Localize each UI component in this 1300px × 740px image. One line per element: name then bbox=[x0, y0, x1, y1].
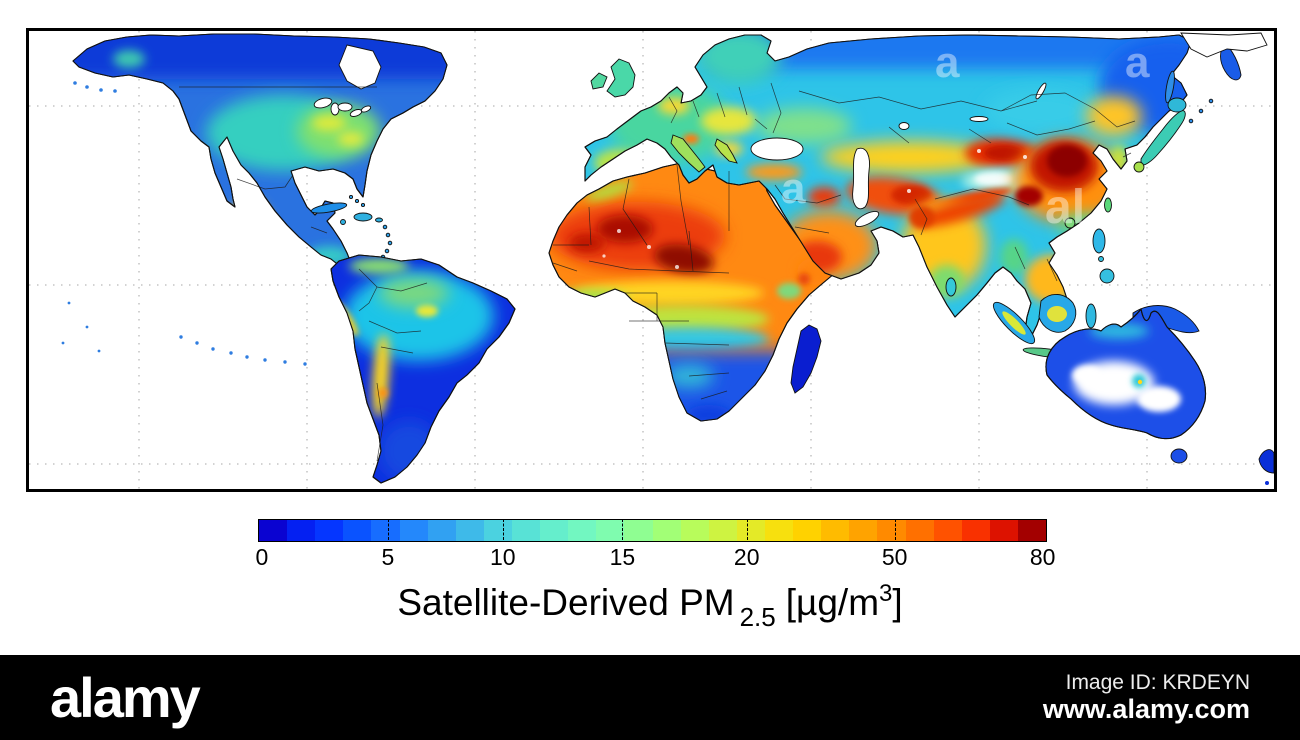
kamchatka bbox=[1220, 42, 1242, 81]
taiwan bbox=[1104, 197, 1112, 213]
title-unit-superscript: 3 bbox=[879, 580, 893, 607]
persian-gulf bbox=[854, 211, 880, 227]
aral-sea bbox=[898, 122, 910, 130]
title-unit-body: µg/m bbox=[796, 582, 880, 623]
japan-hokkaido bbox=[1167, 97, 1187, 113]
japan-kyushu bbox=[1133, 161, 1145, 173]
colorbar-segment bbox=[427, 520, 456, 541]
colorbar-tick-label: 50 bbox=[881, 544, 908, 570]
country-borders bbox=[179, 82, 1136, 462]
pm25-colorbar bbox=[258, 519, 1047, 542]
colorbar-segment bbox=[989, 520, 1018, 541]
alamy-logo: alamy bbox=[50, 666, 201, 729]
colorbar-segment bbox=[961, 520, 990, 541]
black-sea bbox=[750, 137, 804, 161]
japan-honshu bbox=[1140, 110, 1186, 166]
colorbar-tick-label: 20 bbox=[733, 544, 760, 570]
colorbar-segment bbox=[877, 520, 906, 541]
colorbar-segment bbox=[793, 520, 822, 541]
colorbar-segment bbox=[905, 520, 934, 541]
caspian-sea bbox=[852, 147, 870, 210]
colorbar-segment bbox=[821, 520, 850, 541]
great-britain bbox=[606, 58, 636, 98]
title-unit-open: [ bbox=[785, 582, 797, 623]
title-unit-close: ] bbox=[892, 582, 903, 623]
colorbar-segment bbox=[736, 520, 765, 541]
caribbean-islands bbox=[310, 194, 393, 260]
colorbar-segment bbox=[483, 520, 512, 541]
colorbar-segment bbox=[680, 520, 709, 541]
colorbar-segment bbox=[259, 520, 288, 541]
sri-lanka bbox=[945, 277, 957, 297]
colorbar-tick-label: 15 bbox=[609, 544, 636, 570]
image-id-label: Image ID: KRDEYN bbox=[1065, 671, 1250, 694]
colorbar-segment bbox=[849, 520, 878, 541]
title-main: Satellite-Derived PM bbox=[397, 582, 735, 623]
title-subscript: 2.5 bbox=[739, 602, 776, 632]
chukotka-nodata bbox=[1180, 32, 1268, 58]
south-america bbox=[330, 254, 516, 484]
colorbar-segment bbox=[343, 520, 372, 541]
colorbar-tick-label: 10 bbox=[489, 544, 516, 570]
map-watermark-letters: a a a al bbox=[781, 38, 1150, 234]
sulawesi bbox=[1085, 303, 1097, 329]
australia bbox=[1045, 308, 1274, 485]
watermark-letter: a bbox=[781, 164, 806, 213]
colorbar-segment bbox=[624, 520, 653, 541]
ireland bbox=[590, 72, 608, 90]
colorbar-segment bbox=[568, 520, 597, 541]
colorbar-segment bbox=[652, 520, 681, 541]
mindanao bbox=[1099, 268, 1115, 284]
world-pm25-map: a a a al bbox=[26, 28, 1277, 492]
inland-seas bbox=[750, 82, 1047, 227]
north-america-lakes bbox=[313, 44, 382, 117]
hainan bbox=[1064, 217, 1076, 229]
greece bbox=[714, 138, 738, 164]
madagascar bbox=[790, 324, 822, 394]
alamy-watermark-bar: alamy Image ID: KRDEYN www.alamy.com bbox=[0, 655, 1300, 740]
colorbar-segment bbox=[399, 520, 428, 541]
watermark-letter-pair: al bbox=[1045, 181, 1085, 234]
colorbar-tick-label: 0 bbox=[255, 544, 269, 570]
colorbar-segment bbox=[933, 520, 962, 541]
eurasia-islands bbox=[590, 32, 1268, 297]
colorbar-segment bbox=[764, 520, 794, 541]
colorbar-segment bbox=[1017, 520, 1047, 541]
colorbar-tick-label: 80 bbox=[1029, 544, 1056, 570]
colorbar-segment bbox=[455, 520, 484, 541]
colorbar-segment bbox=[708, 520, 737, 541]
new-zealand bbox=[1258, 449, 1274, 474]
sakhalin bbox=[1165, 70, 1175, 104]
watermark-letter: a bbox=[935, 38, 960, 87]
colorbar-segment bbox=[511, 520, 541, 541]
colorbar-title: Satellite-Derived PM 2.5 [µg/m3] bbox=[397, 580, 903, 632]
colorbar-segment bbox=[596, 520, 625, 541]
colorbar-segment bbox=[371, 520, 400, 541]
watermark-letter: a bbox=[1125, 38, 1150, 87]
lake-balkhash bbox=[969, 116, 989, 122]
sahara-nodata-specks bbox=[602, 229, 679, 269]
lake-baikal bbox=[1035, 82, 1047, 100]
map-canvas: a a a al bbox=[29, 31, 1274, 489]
colorbar-tick-label: 5 bbox=[381, 544, 395, 570]
north-america bbox=[61, 33, 448, 366]
italy bbox=[670, 134, 706, 173]
tasmania bbox=[1170, 448, 1188, 464]
luzon bbox=[1092, 228, 1106, 254]
colorbar-segment bbox=[287, 520, 316, 541]
alamy-url: www.alamy.com bbox=[1042, 694, 1250, 724]
colorbar-segment bbox=[315, 520, 344, 541]
colorbar-segment bbox=[540, 520, 569, 541]
pacific-islands bbox=[61, 81, 307, 366]
